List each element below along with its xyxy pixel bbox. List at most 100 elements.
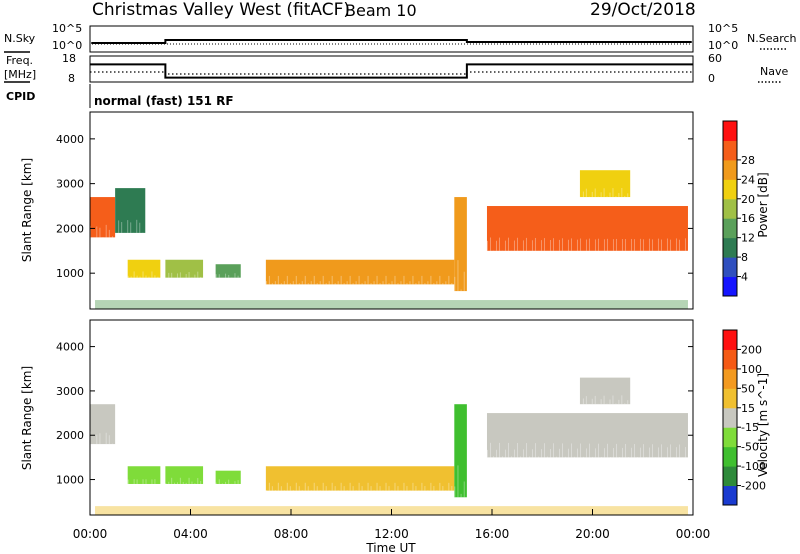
nave-trace	[90, 71, 693, 75]
echo-texture	[105, 432, 107, 445]
echo-texture	[295, 482, 297, 491]
ytick-label: 1000	[56, 474, 84, 487]
echo-texture	[585, 239, 587, 251]
echo-texture	[603, 239, 605, 251]
echo-region	[215, 264, 241, 278]
echo-texture	[463, 271, 465, 292]
echo-texture	[669, 444, 671, 458]
echo-texture	[385, 275, 387, 285]
echo-texture	[331, 482, 333, 491]
colorbar-swatch	[723, 388, 737, 409]
echo-texture	[507, 237, 509, 251]
colorbar-swatch	[723, 237, 737, 258]
xtick-label: 00:00	[73, 527, 108, 541]
echo-texture	[358, 482, 360, 491]
echo-texture	[582, 456, 584, 458]
echo-texture	[504, 240, 506, 251]
colorbar-swatch	[723, 276, 737, 297]
echo-texture	[228, 479, 230, 484]
echo-texture	[412, 482, 414, 491]
power-panel: 1000 2000 3000 4000 Slant Range [km]	[20, 111, 694, 310]
echo-texture	[340, 482, 342, 491]
echo-texture	[418, 281, 420, 285]
cpid-text: normal (fast) 151 RF	[94, 94, 234, 108]
echo-texture	[612, 448, 614, 458]
echo-texture	[675, 238, 677, 251]
echo-texture	[549, 448, 551, 458]
echo-texture	[603, 395, 605, 405]
time-axis-label: Time UT	[365, 541, 416, 554]
echo-texture	[364, 281, 366, 285]
echo-texture	[579, 238, 581, 251]
echo-texture	[486, 449, 488, 458]
echo-texture	[337, 281, 339, 285]
echo-region	[165, 259, 204, 278]
echo-region	[90, 404, 116, 445]
colorbar-swatch	[723, 330, 737, 350]
nave-label: Nave	[760, 65, 788, 78]
echo-texture	[328, 281, 330, 285]
echo-texture	[576, 448, 578, 458]
echo-texture	[549, 240, 551, 251]
echo-texture	[361, 486, 363, 491]
echo-texture	[322, 482, 324, 491]
echo-texture	[597, 196, 599, 198]
echo-texture	[108, 435, 110, 445]
echo-texture	[558, 448, 560, 458]
echo-texture	[154, 275, 156, 278]
colorbar-tick-label: 16	[741, 212, 755, 225]
echo-texture	[331, 275, 333, 285]
echo-texture	[367, 275, 369, 285]
echo-texture	[191, 481, 193, 484]
echo-texture	[457, 465, 459, 498]
echo-texture	[582, 398, 584, 405]
echo-texture	[495, 449, 497, 458]
beam-label: Beam 10	[345, 1, 417, 20]
echo-texture	[376, 482, 378, 491]
echo-texture	[666, 238, 668, 251]
echo-texture	[439, 275, 441, 285]
echo-texture	[157, 276, 159, 278]
echo-texture	[639, 447, 641, 458]
echo-texture	[111, 236, 113, 238]
echo-texture	[145, 479, 147, 484]
echo-texture	[352, 486, 354, 491]
echo-texture	[501, 456, 503, 458]
echo-texture	[451, 486, 453, 491]
colorbar-swatch	[723, 140, 737, 161]
echo-texture	[127, 220, 129, 233]
echo-texture	[567, 448, 569, 458]
echo-texture	[609, 399, 611, 405]
colorbar-tick-label: -100	[741, 460, 766, 473]
echo-texture	[442, 486, 444, 491]
echo-texture	[99, 433, 101, 445]
echo-texture	[96, 434, 98, 445]
echo-texture	[534, 443, 536, 458]
echo-texture	[400, 281, 402, 285]
echo-texture	[316, 283, 318, 285]
echo-texture	[615, 238, 617, 251]
echo-texture	[346, 281, 348, 285]
echo-texture	[292, 281, 294, 285]
echo-texture	[136, 479, 138, 484]
echo-texture	[118, 220, 120, 233]
echo-texture	[600, 399, 602, 405]
noise-right-tick-low: 10^0	[708, 39, 738, 52]
echo-texture	[218, 479, 220, 484]
echo-texture	[277, 275, 279, 285]
echo-texture	[624, 443, 626, 458]
echo-texture	[627, 193, 629, 198]
echo-texture	[606, 443, 608, 458]
colorbar-tick-label: 200	[741, 343, 762, 356]
echo-texture	[516, 443, 518, 458]
echo-texture	[552, 238, 554, 251]
echo-texture	[200, 276, 202, 278]
echo-region	[265, 259, 455, 285]
colorbar-tick-label: 28	[741, 154, 755, 167]
colorbar-swatch	[723, 485, 737, 506]
echo-texture	[597, 443, 599, 458]
echo-texture	[289, 283, 291, 285]
echo-texture	[121, 222, 123, 233]
echo-texture	[139, 276, 141, 278]
echo-texture	[639, 238, 641, 251]
